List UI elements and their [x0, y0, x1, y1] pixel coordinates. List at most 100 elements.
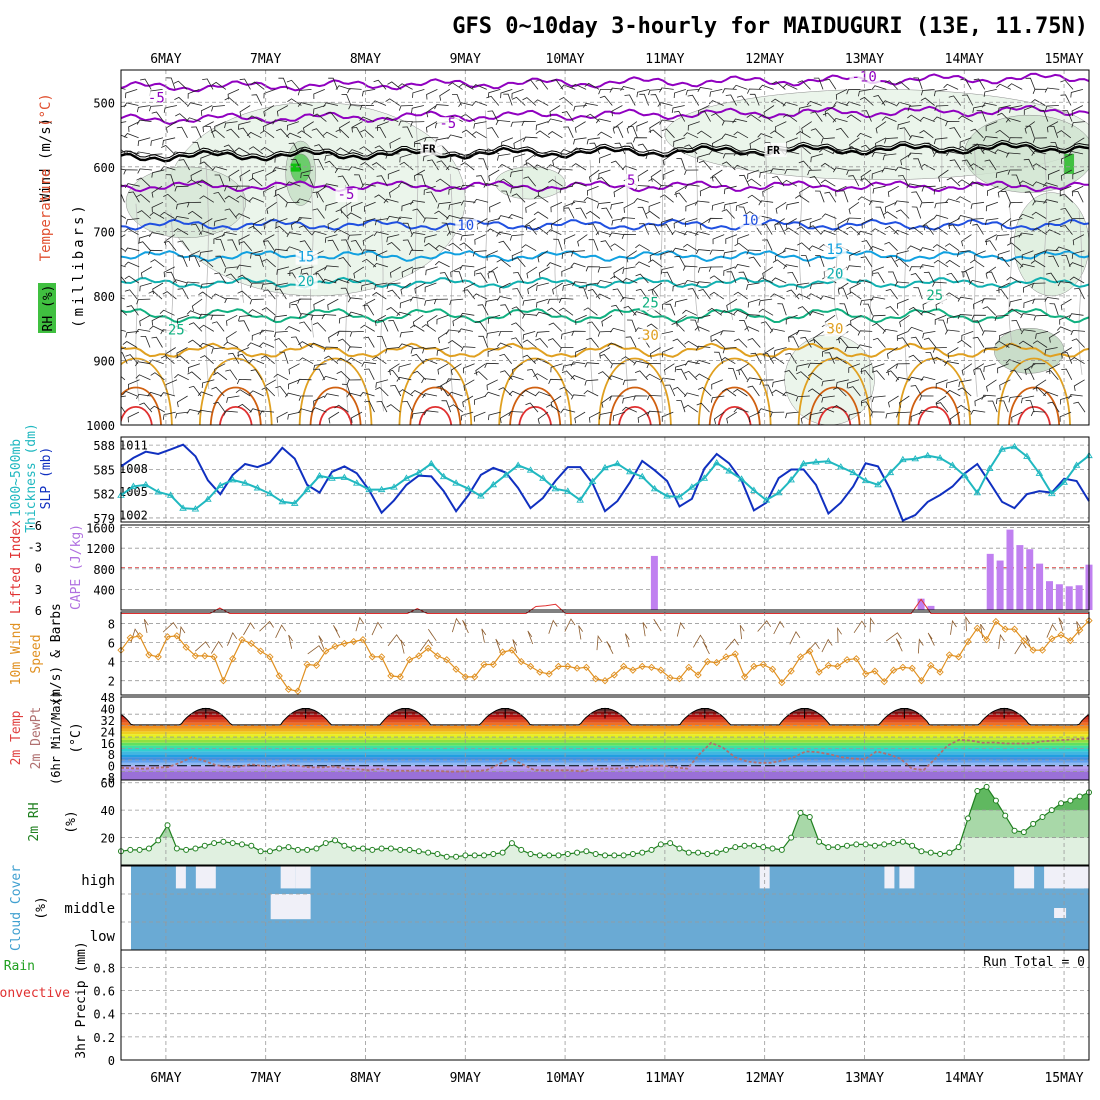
contour-label: 25 — [642, 296, 659, 312]
wind-barb — [821, 379, 835, 387]
wind-barb — [943, 83, 959, 90]
wind-barb — [334, 404, 349, 413]
wind-barb — [571, 250, 585, 257]
wind-barb — [709, 249, 725, 255]
wind-barb — [135, 374, 151, 381]
wind-barb — [478, 335, 488, 348]
wind-barb — [675, 185, 687, 198]
wind-barb — [587, 185, 599, 196]
x-tick-label-bottom: 6MAY — [150, 1071, 181, 1086]
wind-barb — [265, 379, 277, 391]
wind-barb — [497, 153, 511, 161]
cloud-gap — [280, 866, 296, 889]
wind-barb — [284, 392, 300, 398]
wind-barb — [1018, 213, 1034, 219]
wind-barb — [523, 136, 538, 142]
rh-marker — [434, 851, 441, 858]
wind-barb — [645, 210, 660, 219]
wind-barb — [932, 356, 948, 365]
wind-barb — [186, 409, 202, 414]
wind-barb — [634, 370, 649, 381]
wind-barb — [660, 266, 674, 275]
wind-barb — [935, 402, 949, 413]
cloud-gap — [1064, 866, 1085, 889]
wind-barb — [985, 121, 998, 132]
contour-label-bg — [420, 141, 443, 156]
wind-barb — [933, 89, 948, 97]
x-tick-label-bottom: 15MAY — [1044, 1071, 1083, 1086]
wind-barb — [797, 306, 812, 316]
wind-barb — [734, 242, 749, 252]
wind-barb — [347, 346, 362, 352]
wind-barb — [351, 201, 363, 212]
wind-barb — [349, 331, 364, 337]
wind-barb — [907, 152, 923, 158]
thickness-marker — [377, 485, 386, 493]
rh-marker — [173, 845, 180, 852]
wind-barb — [522, 339, 537, 348]
wind-barb — [410, 121, 425, 127]
wind-barb — [934, 201, 949, 209]
isotherm-line — [509, 386, 561, 425]
wind-barb — [322, 131, 338, 139]
rh-contour-line — [694, 150, 699, 319]
wind-barb — [221, 231, 237, 237]
rh-marker — [946, 849, 953, 856]
cape-bar — [996, 560, 1004, 610]
wind-barb — [1048, 218, 1061, 227]
wind-barb — [1030, 260, 1046, 268]
wind-barb — [130, 628, 140, 643]
rh-marker — [1002, 812, 1009, 819]
wind-barb — [672, 338, 686, 348]
wind-barb — [199, 161, 214, 171]
wind-barb — [177, 288, 189, 300]
wind-barb — [296, 198, 312, 203]
wind-barb — [121, 184, 126, 187]
wind-barb — [725, 234, 738, 244]
wind-barb — [687, 288, 699, 300]
x-tick-label-bottom: 7MAY — [250, 1071, 281, 1086]
thickness-marker — [489, 480, 498, 488]
wind-barb — [997, 185, 1009, 198]
wind-barb — [648, 259, 663, 268]
wind-barb — [881, 167, 897, 173]
wind-barb — [770, 168, 785, 174]
rh-contour-line — [799, 126, 803, 300]
wind-barb — [762, 352, 775, 364]
rh-marker — [1076, 793, 1083, 800]
wind-barb — [202, 78, 214, 90]
wind-barb — [968, 181, 984, 187]
rh-marker — [574, 849, 581, 856]
wind-speed-marker — [964, 637, 972, 646]
wind-barb — [664, 384, 676, 397]
x-tick-label-bottom: 12MAY — [745, 1071, 784, 1086]
wind-barb — [273, 331, 288, 338]
wind-barb — [1059, 185, 1072, 196]
wind-barb — [288, 379, 300, 390]
x-tick-label-top: 7MAY — [250, 52, 281, 67]
wind-barb — [374, 282, 388, 290]
wind-barb — [558, 297, 574, 303]
y-axis-label-lifted-index: Lifted Index — [9, 520, 24, 614]
wind-barb — [521, 244, 537, 252]
wind-barb — [562, 363, 576, 371]
wind-barb — [612, 288, 625, 300]
wind-barb — [318, 635, 325, 649]
wind-barb — [809, 282, 824, 290]
wind-speed-marker — [480, 660, 488, 669]
cape-bar — [1016, 545, 1024, 610]
wind-barb — [984, 159, 997, 171]
wind-barb — [314, 144, 327, 155]
wind-barb — [159, 309, 175, 316]
wind-speed-marker — [713, 658, 721, 667]
wind-barb — [562, 282, 576, 291]
wind-barb — [944, 292, 960, 300]
thickness-marker — [787, 476, 795, 483]
wind-barb — [1042, 182, 1058, 187]
wind-speed-marker — [359, 636, 367, 644]
wind-barb — [918, 409, 934, 415]
wind-barb — [188, 250, 201, 261]
wind-speed-marker — [945, 651, 954, 659]
wind-barb — [586, 337, 599, 348]
wind-barb — [424, 282, 437, 293]
